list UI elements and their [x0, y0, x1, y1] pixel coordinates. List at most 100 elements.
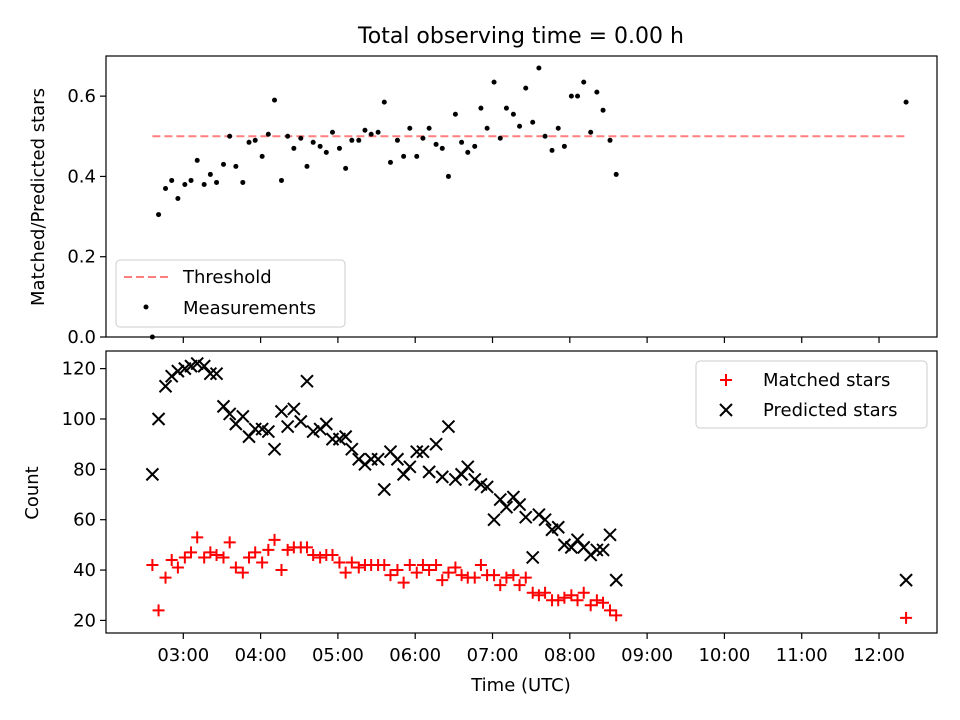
bottom-y-tick-label: 20	[73, 610, 96, 631]
measurement-point	[542, 133, 548, 139]
predicted-star-point	[306, 424, 320, 439]
legend-predicted-label: Predicted stars	[763, 400, 897, 421]
matched-star-point	[513, 579, 526, 592]
matched-star-point	[223, 536, 236, 549]
measurement-point	[246, 139, 252, 145]
matched-star-point	[384, 569, 397, 582]
matched-star-point	[256, 556, 269, 569]
measurement-point	[523, 85, 529, 91]
predicted-star-point	[287, 402, 301, 416]
matched-star-point	[146, 559, 159, 572]
predicted-star-point	[319, 417, 334, 431]
predicted-star-point	[422, 465, 436, 479]
measurement-point	[561, 143, 567, 149]
x-tick-label: 12:00	[853, 645, 905, 666]
measurement-point	[581, 79, 587, 85]
measurement-point	[362, 127, 368, 133]
measurement-point	[329, 129, 335, 135]
matched-star-point	[597, 596, 610, 609]
measurement-point	[426, 125, 432, 131]
predicted-star-point	[171, 364, 185, 378]
measurement-point	[439, 145, 445, 151]
measurement-point	[368, 131, 374, 137]
measurement-point	[201, 181, 207, 187]
predicted-star-point	[538, 512, 552, 527]
matched-star-point	[610, 609, 623, 622]
matched-star-point	[275, 564, 288, 577]
matched-star-point	[204, 546, 217, 559]
matched-star-point	[345, 556, 358, 569]
top-y-tick-label: 0.6	[67, 86, 96, 107]
measurement-point	[407, 125, 413, 131]
bottom-y-axis-label: Count	[22, 466, 43, 519]
matched-star-point	[185, 546, 198, 559]
top-y-axis-ticks: 0.0 0.2 0.4 0.6	[67, 86, 106, 348]
measurement-point	[401, 153, 407, 159]
predicted-star-point	[390, 452, 405, 466]
matched-star-point	[488, 569, 501, 582]
bottom-y-tick-label: 120	[62, 359, 96, 380]
matched-star-point	[900, 611, 913, 624]
chart-title: Total observing time = 0.00 h	[357, 24, 684, 49]
measurement-point	[465, 149, 471, 155]
measurement-point	[478, 105, 484, 111]
measurement-point	[285, 133, 291, 139]
predicted-star-point	[461, 460, 475, 474]
x-tick-label: 03:00	[157, 645, 209, 666]
measurement-point	[240, 179, 246, 185]
predicted-star-point	[551, 520, 565, 534]
predicted-star-point	[151, 412, 166, 426]
predicted-star-point	[145, 467, 160, 482]
predicted-star-point	[487, 512, 501, 527]
measurement-point	[600, 107, 606, 113]
predicted-star-point	[557, 538, 572, 552]
predicted-star-point	[410, 445, 424, 459]
predicted-star-point	[499, 500, 514, 514]
legend-matched-label: Matched stars	[763, 370, 890, 391]
matched-star-point	[455, 569, 468, 582]
measurement-point	[484, 125, 490, 131]
matched-star-point	[249, 546, 262, 559]
measurement-point	[420, 135, 426, 141]
matched-star-point	[165, 553, 178, 566]
predicted-star-point	[526, 550, 540, 565]
measurement-point	[356, 137, 362, 143]
matched-star-point	[262, 543, 275, 556]
measurement-point	[387, 159, 393, 165]
measurement-points	[149, 65, 909, 340]
measurement-point	[381, 99, 387, 105]
measurement-point	[233, 163, 239, 169]
matched-star-point	[500, 571, 513, 584]
x-tick-label: 05:00	[312, 645, 364, 666]
matched-star-point	[210, 548, 223, 561]
measurement-point	[175, 196, 181, 202]
matched-star-point	[416, 559, 429, 572]
predicted-star-point	[609, 573, 623, 587]
matched-star-point	[430, 559, 443, 572]
matched-star-point	[571, 594, 584, 607]
predicted-star-point	[345, 442, 359, 456]
legend-matched-swatch	[720, 374, 732, 386]
predicted-star-point	[209, 366, 224, 381]
measurement-point	[349, 137, 355, 143]
matched-star-point	[468, 571, 481, 584]
matched-star-point	[326, 548, 339, 561]
measurement-point	[182, 181, 188, 187]
predicted-star-point	[261, 424, 276, 439]
matched-star-point	[217, 551, 230, 564]
predicted-star-point	[441, 419, 456, 434]
measurement-point	[613, 171, 619, 177]
matched-star-point	[159, 571, 172, 584]
measurement-point	[394, 137, 400, 143]
predicted-star-point	[590, 543, 604, 557]
measurement-point	[433, 141, 439, 147]
predicted-star-point	[377, 482, 391, 497]
predicted-star-point	[480, 480, 494, 494]
predicted-star-point	[371, 452, 385, 466]
top-legend-box	[115, 259, 346, 328]
measurement-point	[375, 129, 381, 135]
top-legend: Threshold Measurements	[115, 259, 346, 328]
top-axes-frame	[105, 55, 938, 338]
measurement-point	[588, 129, 594, 135]
matched-star-point	[577, 586, 590, 599]
